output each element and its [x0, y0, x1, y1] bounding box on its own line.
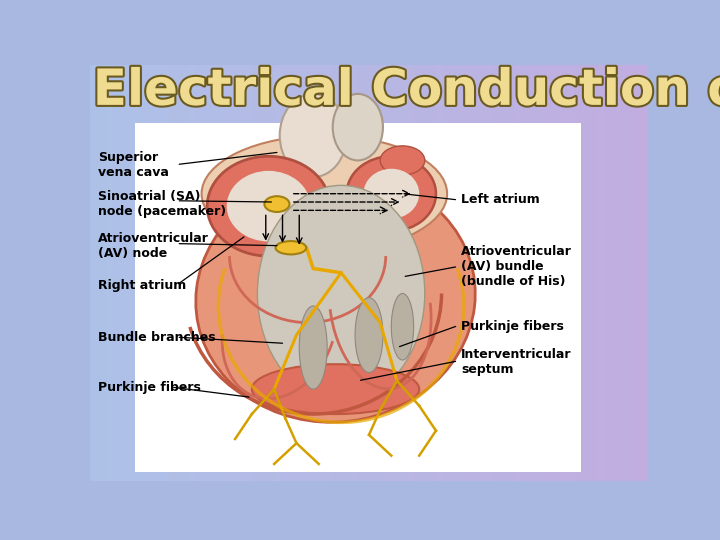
Ellipse shape [347, 156, 436, 231]
Ellipse shape [380, 146, 425, 175]
Ellipse shape [276, 241, 306, 254]
Ellipse shape [333, 94, 383, 160]
Ellipse shape [258, 185, 425, 402]
Text: Purkinje fibers: Purkinje fibers [99, 381, 202, 394]
Text: Atrioventricular
(AV) node: Atrioventricular (AV) node [99, 232, 210, 260]
Text: Left atrium: Left atrium [461, 193, 540, 206]
Ellipse shape [264, 196, 289, 212]
Ellipse shape [300, 306, 327, 389]
Ellipse shape [364, 168, 419, 219]
Text: Right atrium: Right atrium [99, 279, 186, 292]
Bar [135, 123, 581, 472]
Ellipse shape [252, 364, 419, 414]
Ellipse shape [196, 173, 475, 422]
Ellipse shape [227, 171, 310, 241]
Text: Purkinje fibers: Purkinje fibers [461, 320, 564, 333]
Text: Electrical Conduction of the Heart: Electrical Conduction of the Heart [93, 67, 720, 115]
Ellipse shape [202, 136, 447, 252]
Text: Interventricular
septum: Interventricular septum [461, 348, 572, 376]
Ellipse shape [279, 94, 347, 177]
Ellipse shape [355, 298, 383, 373]
Ellipse shape [392, 294, 414, 360]
Text: Atrioventricular
(AV) bundle
(bundle of His): Atrioventricular (AV) bundle (bundle of … [461, 245, 572, 288]
Text: Superior
vena cava: Superior vena cava [99, 151, 169, 179]
Text: Sinoatrial (SA)
node (pacemaker): Sinoatrial (SA) node (pacemaker) [99, 190, 227, 218]
Text: Bundle branches: Bundle branches [99, 330, 216, 343]
Ellipse shape [207, 156, 330, 256]
